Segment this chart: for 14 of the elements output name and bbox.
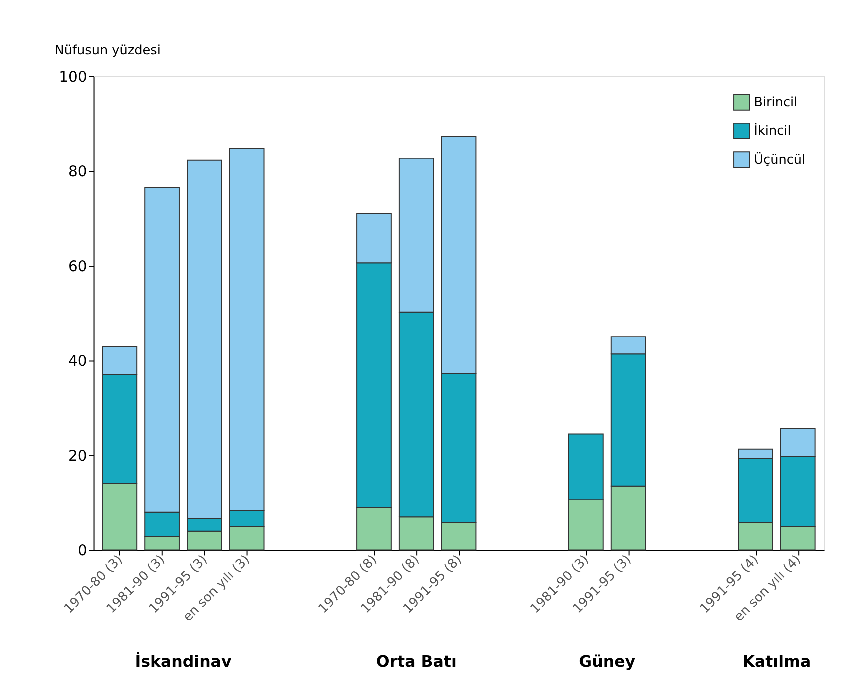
y-tick-label: 100 — [59, 68, 88, 86]
y-axis-title: Nüfusun yüzdesi — [54, 43, 161, 58]
legend-label: İkincil — [754, 123, 792, 140]
text: İskandinav — [135, 652, 232, 671]
text: Orta Batı — [376, 652, 457, 671]
text: Katılma — [742, 652, 812, 671]
y-tick-label: 80 — [68, 164, 88, 181]
y-tick-label: 20 — [68, 448, 88, 465]
legend-label: Birincil — [754, 96, 798, 111]
y-tick-label: 60 — [68, 258, 88, 276]
text: Güney — [579, 652, 636, 671]
y-tick-label: 40 — [68, 353, 88, 370]
y-tick-label: 0 — [78, 542, 88, 560]
legend-label: Üçüncül — [754, 152, 806, 168]
